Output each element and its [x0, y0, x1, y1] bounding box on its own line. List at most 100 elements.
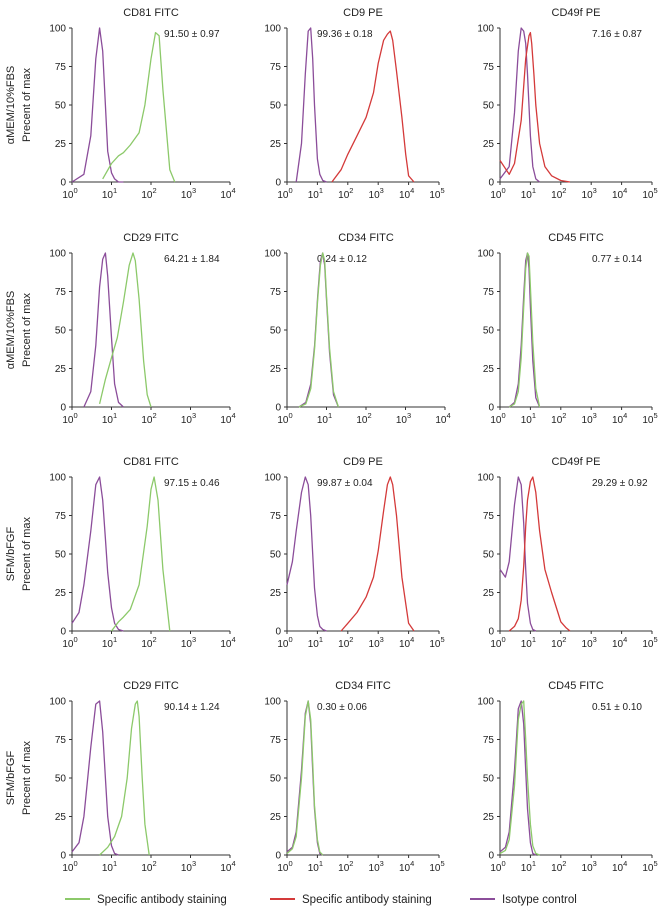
- positive-percentage-label: 0.77 ± 0.14: [592, 254, 642, 265]
- y-tick-label: 25: [483, 139, 495, 150]
- histogram-panel: CD81 FITC 97.15 ± 0.46 0 25 50 75 100 100 101 102…: [49, 456, 235, 650]
- y-tick-label: 50: [483, 326, 495, 337]
- x-tick-label: 102: [141, 411, 156, 426]
- x-tick-label: 102: [338, 186, 353, 201]
- panel-title: CD29 FITC: [123, 680, 179, 692]
- x-tick-label: 104: [220, 411, 235, 426]
- y-tick-label: 75: [270, 511, 282, 522]
- y-tick-label: 0: [275, 403, 281, 414]
- x-tick-label: 100: [277, 411, 292, 426]
- histogram-panel: CD9 PE 99.36 ± 0.18 0 25 50 75 100 100 101 102 103…: [264, 7, 444, 201]
- y-tick-label: 50: [483, 550, 495, 561]
- y-tick-label: 75: [55, 287, 67, 298]
- y-tick-label: 50: [270, 550, 282, 561]
- x-tick-label: 103: [369, 635, 384, 650]
- y-tick-label: 75: [483, 287, 495, 298]
- positive-percentage-label: 64.21 ± 1.84: [164, 254, 220, 265]
- y-tick-label: 100: [264, 473, 281, 484]
- histogram-curve: [295, 27, 327, 183]
- y-tick-label: 0: [275, 178, 281, 189]
- x-tick-label: 105: [642, 635, 657, 650]
- histogram-curve: [286, 700, 324, 856]
- histogram-curve: [508, 476, 571, 632]
- positive-percentage-label: 0.30 ± 0.06: [317, 702, 367, 713]
- histogram-curve: [71, 27, 124, 183]
- panel-title: CD9 PE: [343, 456, 383, 468]
- y-tick-label: 75: [55, 735, 67, 746]
- x-tick-label: 100: [490, 411, 505, 426]
- x-tick-label: 104: [220, 859, 235, 874]
- histogram-panel: CD29 FITC 64.21 ± 1.84 0 25 50 75 100 100 101 102…: [49, 232, 235, 426]
- y-tick-label: 100: [264, 697, 281, 708]
- histogram-panel: CD45 FITC 0.77 ± 0.14 0 25 50 75 100 100 101 102 1…: [477, 232, 657, 426]
- y-tick-label: 0: [488, 403, 494, 414]
- y-tick-label: 25: [270, 364, 282, 375]
- positive-percentage-label: 0.51 ± 0.10: [592, 702, 642, 713]
- x-tick-label: 101: [521, 859, 536, 874]
- x-tick-label: 102: [338, 635, 353, 650]
- histogram-curve: [499, 31, 571, 183]
- x-tick-label: 101: [521, 186, 536, 201]
- histogram-curve: [340, 476, 415, 632]
- y-tick-label: 0: [60, 403, 66, 414]
- histogram-panel: CD49f PE 7.16 ± 0.87 0 25 50 75 100 100 101 102 10…: [477, 7, 657, 201]
- histogram-panel: CD81 FITC 91.50 ± 0.97 0 25 50 75 100 100 101 102…: [49, 7, 235, 201]
- x-tick-label: 101: [308, 635, 323, 650]
- y-tick-label: 50: [55, 774, 67, 785]
- x-tick-label: 103: [181, 635, 196, 650]
- y-tick-label: 25: [55, 364, 67, 375]
- x-tick-label: 103: [582, 186, 597, 201]
- positive-percentage-label: 99.36 ± 0.18: [317, 29, 373, 40]
- panel-title: CD81 FITC: [123, 456, 179, 468]
- legend: Specific antibody staining Specific antib…: [65, 894, 577, 906]
- histogram-curve: [102, 31, 176, 183]
- y-tick-label: 0: [488, 178, 494, 189]
- y-tick-label: 75: [55, 62, 67, 73]
- positive-percentage-label: 90.14 ± 1.24: [164, 702, 220, 713]
- y-tick-label: 75: [483, 62, 495, 73]
- x-tick-label: 101: [317, 411, 332, 426]
- panel-title: CD29 FITC: [123, 232, 179, 244]
- y-axis-label: Precent of max: [21, 517, 33, 591]
- histogram-panel: CD9 PE 99.87 ± 0.04 0 25 50 75 100 100 101 102 103…: [264, 456, 444, 650]
- x-tick-label: 105: [642, 186, 657, 201]
- x-tick-label: 101: [521, 411, 536, 426]
- x-tick-label: 101: [102, 635, 117, 650]
- y-tick-label: 100: [49, 249, 66, 260]
- histogram-curve: [83, 252, 124, 408]
- x-tick-label: 103: [181, 186, 196, 201]
- y-axis-label: Precent of max: [21, 293, 33, 367]
- x-tick-label: 104: [399, 635, 414, 650]
- y-tick-label: 25: [270, 139, 282, 150]
- y-tick-label: 0: [275, 851, 281, 862]
- positive-percentage-label: 91.50 ± 0.97: [164, 29, 220, 40]
- y-tick-label: 75: [270, 735, 282, 746]
- row-condition-label: SFM/bFGF: [5, 527, 17, 582]
- y-tick-label: 25: [55, 812, 67, 823]
- row-condition-label: SFM/bFGF: [5, 751, 17, 806]
- histogram-panel: CD45 FITC 0.51 ± 0.10 0 25 50 75 100 100 101 102 1…: [477, 680, 657, 874]
- x-tick-label: 104: [220, 186, 235, 201]
- panel-title: CD45 FITC: [548, 232, 604, 244]
- x-tick-label: 100: [277, 859, 292, 874]
- panel-title: CD49f PE: [552, 7, 601, 19]
- y-tick-label: 0: [488, 627, 494, 638]
- legend-label: Isotype control: [502, 894, 577, 906]
- x-tick-label: 102: [551, 635, 566, 650]
- y-tick-label: 25: [270, 588, 282, 599]
- histogram-curve: [499, 27, 541, 183]
- y-tick-label: 25: [483, 812, 495, 823]
- y-tick-label: 75: [270, 287, 282, 298]
- x-tick-label: 100: [62, 635, 77, 650]
- y-tick-label: 50: [270, 326, 282, 337]
- x-tick-label: 104: [612, 411, 627, 426]
- x-tick-label: 105: [429, 635, 444, 650]
- x-tick-label: 103: [582, 411, 597, 426]
- x-tick-label: 101: [521, 635, 536, 650]
- histogram-curve: [499, 476, 537, 632]
- y-tick-label: 100: [49, 473, 66, 484]
- histogram-curve: [499, 700, 540, 856]
- panel-title: CD34 FITC: [338, 232, 394, 244]
- positive-percentage-label: 97.15 ± 0.46: [164, 478, 220, 489]
- y-tick-label: 75: [270, 62, 282, 73]
